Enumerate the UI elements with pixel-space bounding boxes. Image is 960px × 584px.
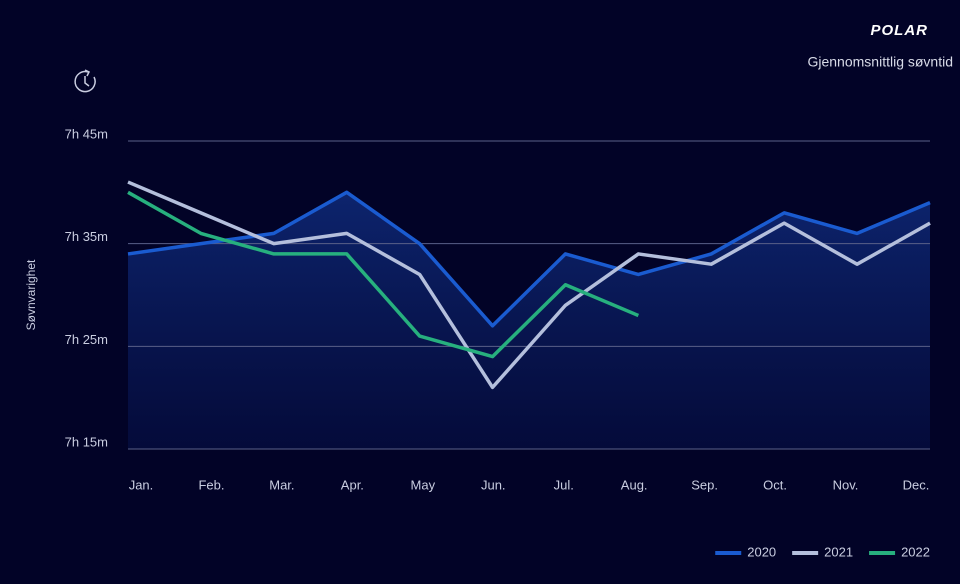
x-tick-label: Jan.: [129, 477, 154, 492]
x-tick-label: Aug.: [621, 477, 648, 492]
brand-logo: POLAR: [871, 22, 929, 39]
x-tick-label: Oct.: [763, 477, 787, 492]
history-icon: [74, 69, 96, 93]
x-tick-label: Dec.: [903, 477, 930, 492]
y-tick-label: 7h 35m: [65, 229, 108, 244]
y-tick-label: 7h 25m: [65, 332, 108, 347]
y-axis-label: Søvnvarighet: [24, 259, 38, 330]
x-tick-label: Nov.: [833, 477, 859, 492]
legend-label: 2022: [901, 544, 930, 559]
x-tick-label: Jul.: [554, 477, 574, 492]
y-tick-label: 7h 45m: [65, 126, 108, 141]
line-series: [127, 180, 931, 390]
x-tick-label: Feb.: [198, 477, 224, 492]
legend-label: 2020: [747, 544, 776, 559]
legend-label: 2021: [824, 544, 853, 559]
x-tick-label: Jun.: [481, 477, 506, 492]
chart-title: Gjennomsnittlig søvntid: [807, 54, 953, 70]
x-tick-label: Apr.: [341, 477, 364, 492]
y-tick-label: 7h 15m: [65, 434, 108, 449]
line-series: [127, 190, 640, 359]
x-tick-label: Sep.: [691, 477, 718, 492]
x-tick-label: May: [411, 477, 436, 492]
line-series: [127, 190, 931, 328]
x-tick-label: Mar.: [269, 477, 294, 492]
